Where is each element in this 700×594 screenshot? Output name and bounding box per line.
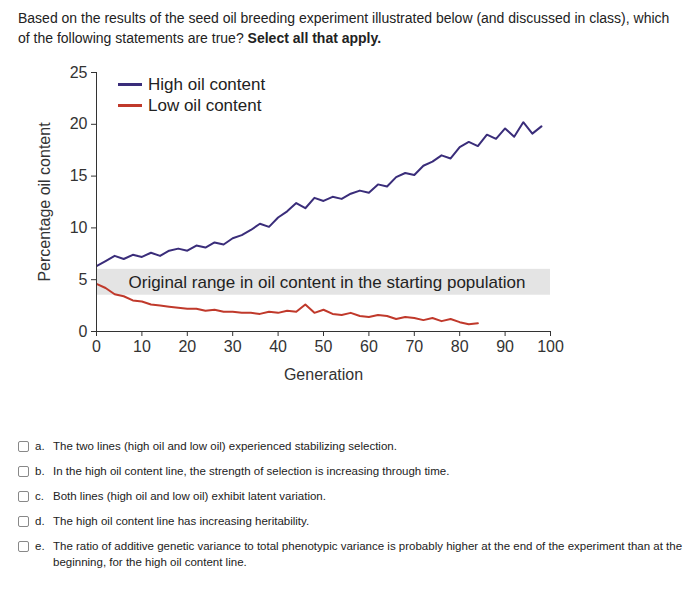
svg-text:15: 15: [70, 167, 88, 184]
svg-text:30: 30: [224, 338, 242, 355]
svg-text:5: 5: [79, 271, 88, 288]
html-text:The two lines (high oil and lo: The two lines (high oil and low oil) exp…: [53, 440, 397, 452]
svg-text:20: 20: [70, 115, 88, 132]
html-text:The ratio of additive genetic: The ratio of additive genetic variance t…: [53, 540, 683, 569]
svg-text:0: 0: [79, 323, 88, 340]
svg-text:90: 90: [496, 338, 514, 355]
html-text:e.: e.: [35, 540, 45, 553]
svg-text:60: 60: [360, 338, 378, 355]
svg-text:20: 20: [178, 338, 196, 355]
svg-text:10: 10: [133, 338, 151, 355]
html-text:High oil content: High oil content: [148, 75, 266, 94]
svg-text:50: 50: [315, 338, 333, 355]
html-text:Based on the results of the se: Based on the results of the seed oil bre…: [18, 10, 670, 47]
html-text:In the high oil content line,: In the high oil content line, the streng…: [53, 465, 450, 478]
svg-text:Percentage oil content: Percentage oil content: [36, 122, 53, 282]
svg-text:100: 100: [537, 338, 564, 355]
svg-text:10: 10: [70, 219, 88, 236]
html-text:b.: b.: [35, 465, 45, 478]
svg-text:70: 70: [405, 338, 423, 355]
html-text:Both lines (high oil and low o: Both lines (high oil and low oil) exhibi…: [53, 490, 326, 503]
svg-text:25: 25: [70, 64, 88, 81]
svg-text:40: 40: [269, 338, 287, 355]
svg-text:Original range in oil content: Original range in oil content in the sta…: [129, 273, 526, 292]
html-text:Low oil content: Low oil content: [148, 96, 262, 116]
html-text:d.: d.: [35, 515, 45, 528]
html-text:The high oil content line has: The high oil content line has increasing…: [53, 515, 310, 528]
svg-text:Generation: Generation: [284, 366, 363, 383]
svg-text:0: 0: [92, 338, 101, 355]
svg-text:80: 80: [451, 338, 469, 355]
html-text:c.: c.: [35, 490, 44, 503]
html-text:a.: a.: [35, 440, 45, 452]
